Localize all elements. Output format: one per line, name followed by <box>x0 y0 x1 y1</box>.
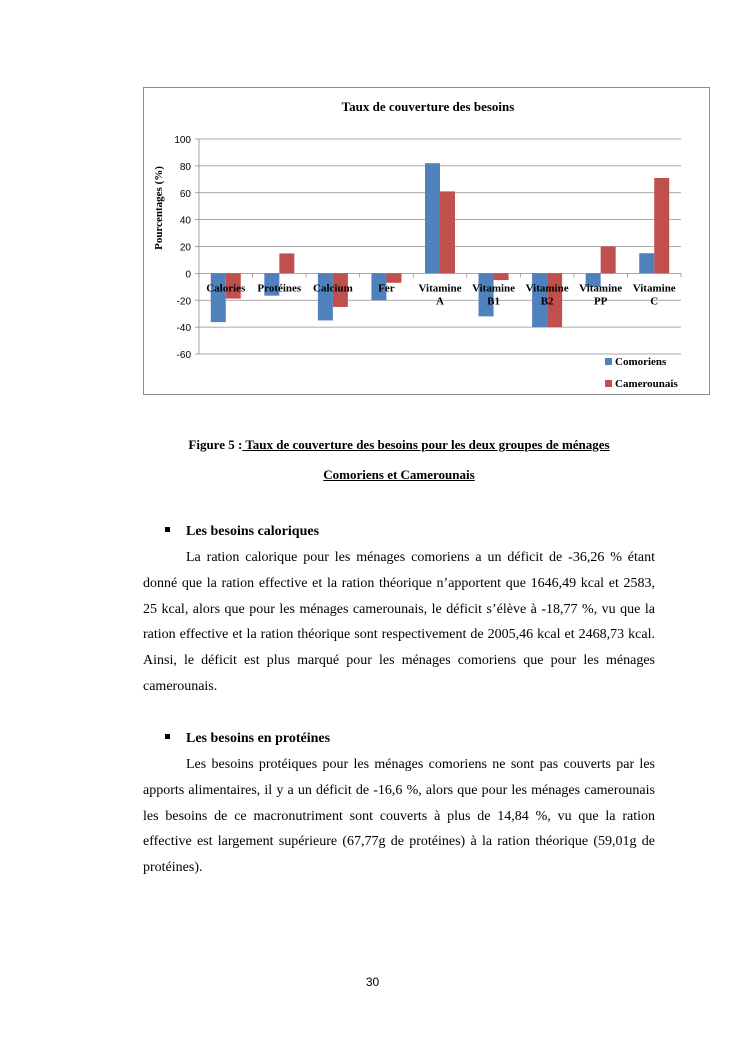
section-heading-calories-text: Les besoins caloriques <box>186 524 320 539</box>
paragraph-proteins: Les besoins protéiques pour les ménages … <box>143 757 655 876</box>
x-tick-label: A <box>436 295 444 307</box>
bar-comoriens-8 <box>639 253 655 274</box>
bar-camerounais-1 <box>279 253 295 274</box>
y-tick-label: 80 <box>180 162 192 173</box>
legend-swatch-camerounais <box>605 380 612 387</box>
bullet-icon <box>165 734 170 740</box>
x-tick-label: B2 <box>541 295 554 307</box>
x-tick-label: Vitamine <box>419 282 462 294</box>
legend-label-comoriens: Comoriens <box>615 356 667 368</box>
x-tick-label: Vitamine <box>633 282 676 294</box>
bar-camerounais-0 <box>225 273 241 299</box>
bar-comoriens-7 <box>585 273 601 287</box>
y-axis-label: Pourcentages (%) <box>153 166 165 250</box>
bar-camerounais-6 <box>547 273 563 328</box>
chart-title: Taux de couverture des besoins <box>342 99 515 114</box>
bar-chart: Taux de couverture des besoins Pourcenta… <box>153 99 682 390</box>
y-tick-label: 40 <box>180 216 192 227</box>
x-tick-label: Vitamine <box>526 282 569 294</box>
bar-comoriens-2 <box>317 273 333 321</box>
figure-caption-title: Taux de couverture des besoins pour les … <box>242 437 610 452</box>
x-tick-label: PP <box>594 295 608 307</box>
figure-caption-line2-wrap: Comoriens et Camerounais <box>143 467 655 483</box>
y-tick-label: 0 <box>185 269 191 280</box>
chart-frame: Taux de couverture des besoins Pourcenta… <box>143 87 710 395</box>
page-number: 30 <box>365 975 380 989</box>
y-tick-label: 20 <box>180 243 192 254</box>
bar-comoriens-6 <box>532 273 548 328</box>
x-tick-label: B1 <box>487 295 500 307</box>
bar-camerounais-2 <box>332 273 348 307</box>
bullet-icon <box>165 527 170 533</box>
section-heading-proteins: Les besoins en protéines <box>165 731 330 747</box>
x-tick-label: Calories <box>206 282 246 294</box>
bar-camerounais-3 <box>386 273 402 283</box>
paragraph-calories: La ration calorique pour les ménages com… <box>143 550 655 694</box>
y-tick-label: -20 <box>177 296 192 307</box>
bar-comoriens-4 <box>425 163 440 274</box>
bar-comoriens-0 <box>210 273 226 323</box>
section-heading-proteins-text: Les besoins en protéines <box>186 731 331 746</box>
x-tick-label: Protéines <box>257 282 302 294</box>
y-tick-label: 60 <box>180 189 192 200</box>
x-tick-label: Vitamine <box>579 282 622 294</box>
bar-comoriens-5 <box>478 273 494 317</box>
bar-camerounais-5 <box>493 273 509 281</box>
x-tick-label: C <box>650 295 658 307</box>
bar-comoriens-1 <box>264 273 280 296</box>
x-tick-label: Fer <box>378 282 395 294</box>
x-tick-label: Calcium <box>313 282 353 294</box>
y-tick-label: -60 <box>177 350 192 361</box>
figure-caption-line1: Figure 5 : Taux de couverture des besoin… <box>143 437 655 453</box>
bar-comoriens-3 <box>371 273 387 301</box>
y-tick-label: 100 <box>174 135 191 146</box>
legend-label-camerounais: Camerounais <box>615 378 678 390</box>
figure-caption-prefix: Figure 5 : <box>188 437 243 452</box>
bar-camerounais-7 <box>600 246 616 274</box>
legend-swatch-comoriens <box>605 358 612 365</box>
x-tick-label: Vitamine <box>472 282 515 294</box>
bar-camerounais-4 <box>440 191 455 274</box>
figure-caption-line2: Comoriens et Camerounais <box>323 467 475 482</box>
section-heading-calories: Les besoins caloriques <box>165 524 319 540</box>
bar-camerounais-8 <box>654 177 670 274</box>
y-tick-label: -40 <box>177 323 192 334</box>
